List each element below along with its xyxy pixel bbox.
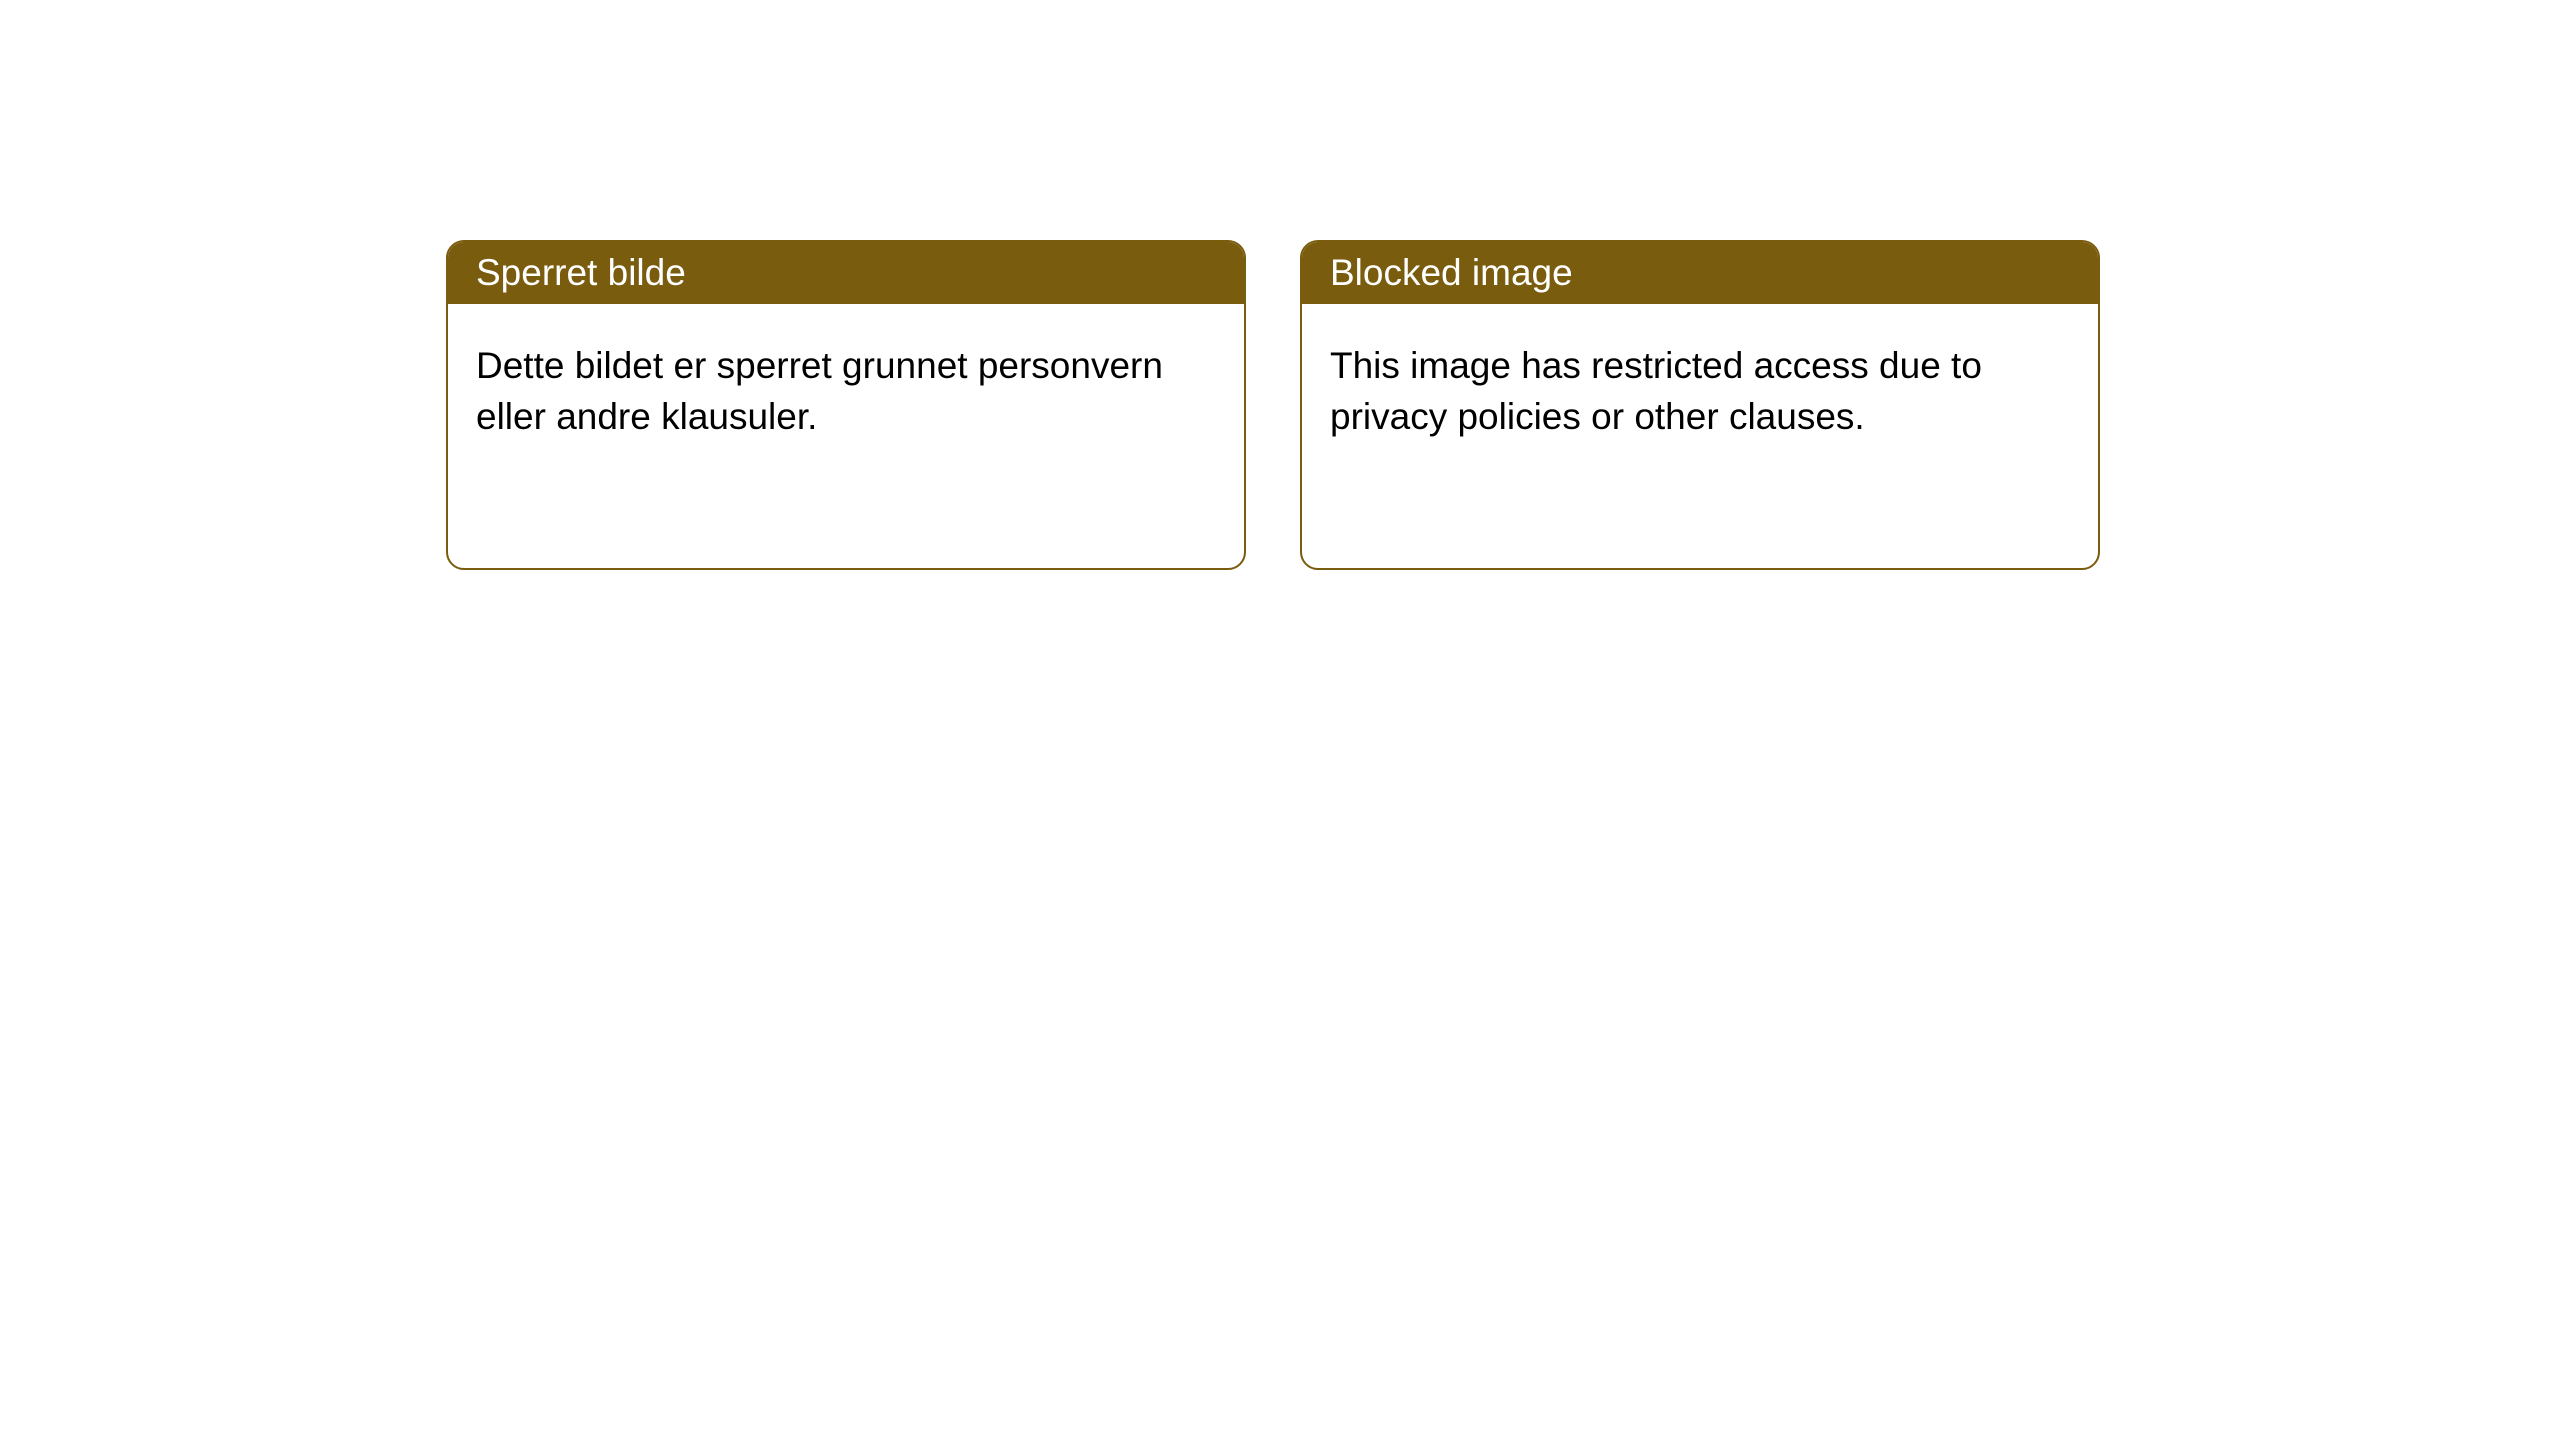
notice-card-message: This image has restricted access due to … [1302, 304, 2098, 478]
notice-card-norwegian: Sperret bilde Dette bildet er sperret gr… [446, 240, 1246, 570]
notice-card-message: Dette bildet er sperret grunnet personve… [448, 304, 1244, 478]
notice-card-english: Blocked image This image has restricted … [1300, 240, 2100, 570]
notice-card-title: Sperret bilde [448, 242, 1244, 304]
notice-card-title: Blocked image [1302, 242, 2098, 304]
notice-container: Sperret bilde Dette bildet er sperret gr… [0, 0, 2560, 570]
